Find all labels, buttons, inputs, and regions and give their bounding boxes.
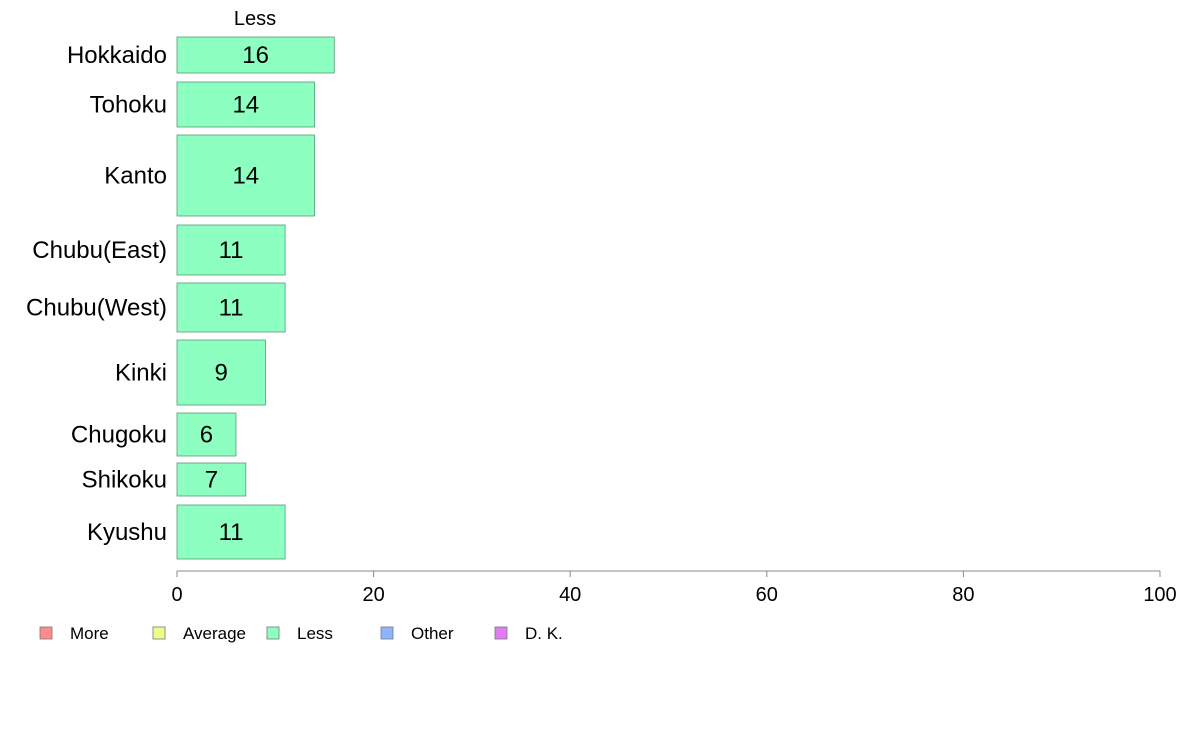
- data-label: 6: [200, 422, 213, 449]
- category-label: Hokkaido: [67, 42, 167, 69]
- x-tick-label: 20: [362, 584, 384, 606]
- bar-chubu-east: [176, 224, 286, 276]
- category-label: Chugoku: [71, 422, 167, 449]
- bars-layer: Hokkaido 16 Tohoku 14 Kanto 14 Chubu(East) 11 Ch…: [26, 36, 335, 560]
- category-label: Chubu(West): [26, 295, 167, 322]
- bar-hokkaido: [176, 36, 335, 74]
- category-label: Tohoku: [90, 92, 167, 119]
- x-tick-label: 80: [952, 584, 974, 606]
- legend-swatch: [39, 626, 53, 640]
- legend-label: Other: [411, 624, 454, 643]
- chart-title: Less: [234, 8, 276, 30]
- legend-label: More: [70, 624, 109, 643]
- data-label: 9: [215, 360, 228, 387]
- data-label: 11: [219, 519, 244, 546]
- category-label: Kyushu: [87, 519, 167, 546]
- legend-swatch: [266, 626, 280, 640]
- bar-chugoku: [176, 412, 237, 457]
- data-label: 11: [219, 237, 244, 264]
- category-label: Chubu(East): [32, 237, 167, 264]
- x-tick-label: 60: [756, 584, 778, 606]
- bar-kanto: [176, 134, 316, 217]
- legend-label: D. K.: [525, 624, 563, 643]
- x-tick-label: 0: [171, 584, 182, 606]
- x-tick-label: 40: [559, 584, 581, 606]
- category-label: Kanto: [104, 163, 167, 190]
- bar-kinki: [176, 339, 266, 406]
- bar-shikoku: [176, 462, 247, 497]
- legend-swatch: [152, 626, 166, 640]
- legend-swatch: [380, 626, 394, 640]
- data-label: 16: [242, 42, 269, 69]
- x-axis: 0 20 40 60 80 100: [171, 570, 1177, 606]
- category-label: Kinki: [115, 360, 167, 387]
- legend-swatch: [494, 626, 508, 640]
- bar-tohoku: [176, 81, 316, 128]
- data-label: 11: [219, 295, 244, 322]
- legend: More Average Less Other D. K.: [39, 624, 563, 643]
- data-label: 14: [232, 163, 259, 190]
- data-label: 14: [232, 92, 259, 119]
- category-label: Shikoku: [82, 467, 167, 494]
- bar-chubu-west: [176, 282, 286, 333]
- data-label: 7: [205, 467, 218, 494]
- x-tick-label: 100: [1143, 584, 1176, 606]
- bar-kyushu: [176, 504, 286, 560]
- legend-label: Average: [183, 624, 246, 643]
- legend-label: Less: [297, 624, 333, 643]
